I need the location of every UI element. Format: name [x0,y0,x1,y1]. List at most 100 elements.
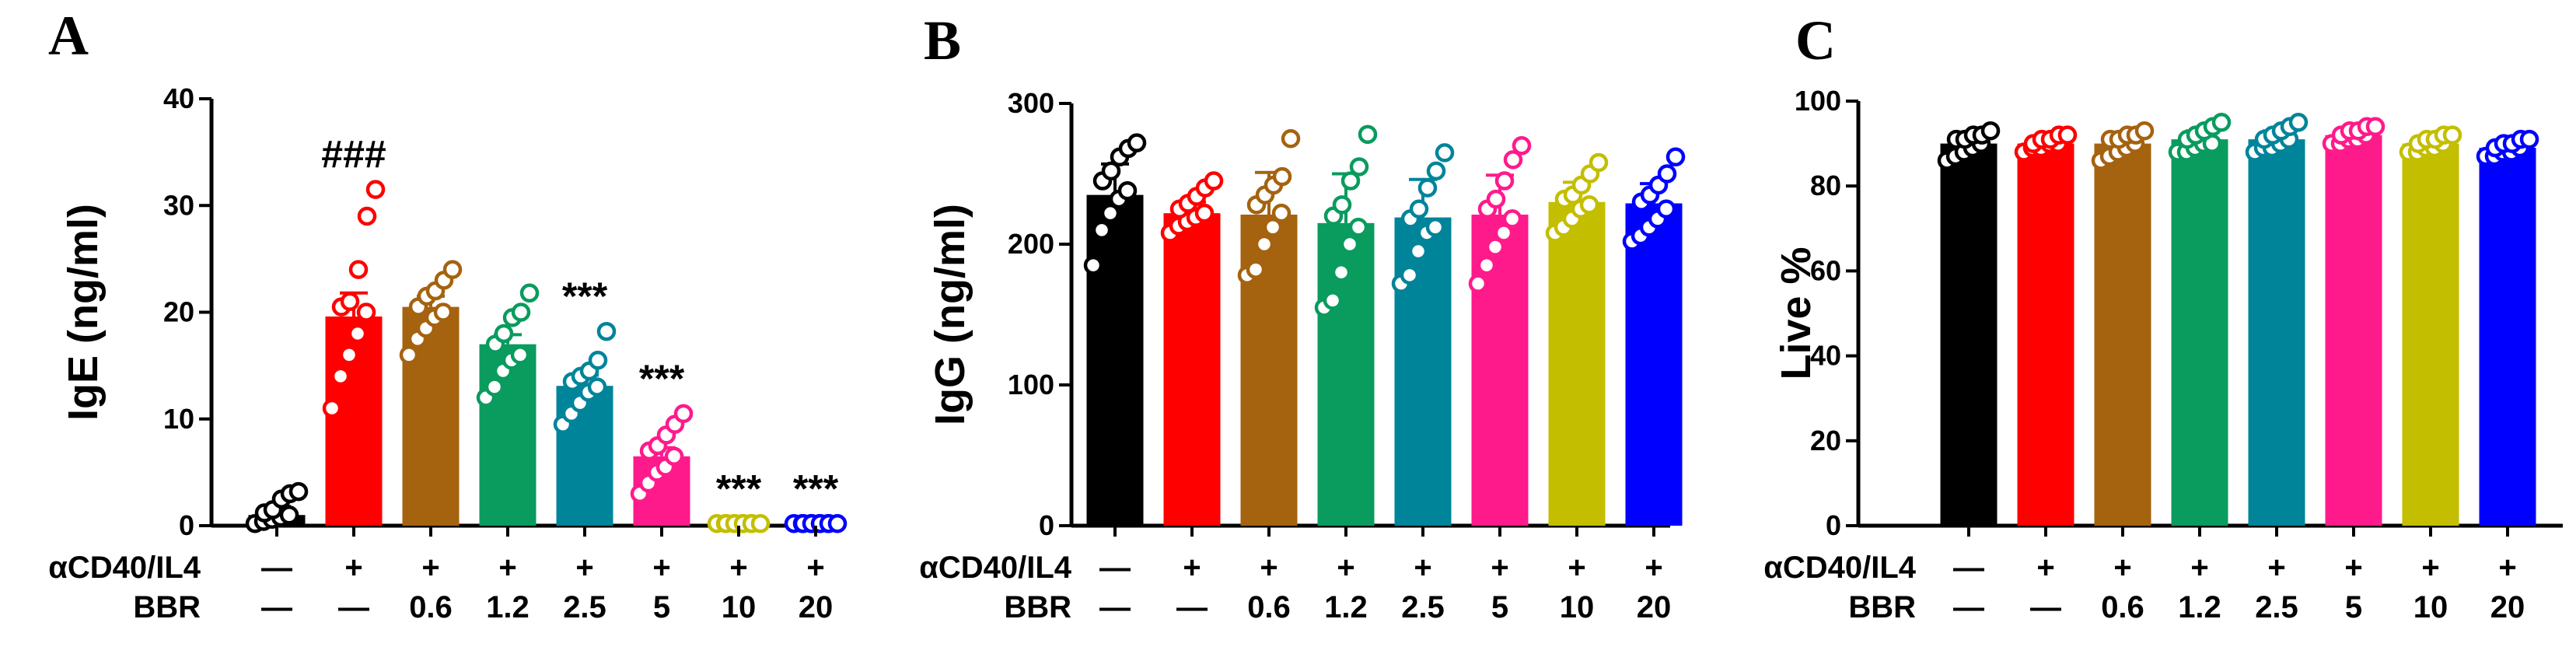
data-point [1579,195,1599,215]
data-point [1435,143,1455,163]
data-point [1494,223,1514,243]
condition-value: 1.2 [1324,590,1368,624]
data-point [2442,125,2462,145]
bar [1940,143,1998,526]
condition-value: + [729,551,747,585]
data-point [494,324,514,344]
condition-value: + [344,551,362,585]
data-point [484,377,505,397]
data-point [348,260,369,279]
y-tick-label: 20 [163,296,194,328]
bar [1548,201,1606,526]
condition-row-label: BBR [133,590,201,624]
bar [2325,135,2382,526]
y-axis-label: IgG (ng/ml) [927,204,973,425]
y-tick-label: 30 [163,189,194,221]
data-point [339,345,359,365]
condition-value: + [2344,551,2362,585]
data-point [1502,209,1522,229]
panel-letter: B [924,9,961,72]
data-point [1323,291,1343,310]
condition-value: + [652,551,670,585]
bar [2479,148,2536,526]
condition-value: — [1099,551,1131,585]
data-point [1340,171,1361,191]
data-point [1512,136,1532,156]
condition-value: + [2113,551,2131,585]
data-point [1485,237,1505,257]
condition-value: 5 [653,590,670,624]
data-point [1409,199,1429,219]
significance-label: *** [562,275,608,318]
significance-label: *** [793,467,839,510]
condition-value: + [1414,551,1431,585]
data-point [1494,171,1515,191]
y-tick-label: 0 [1826,509,1841,541]
data-point [2519,129,2539,149]
condition-value: + [1645,551,1662,585]
bar [1163,213,1221,526]
data-point [2288,113,2309,132]
condition-value: — [1099,590,1131,624]
significance-label: ### [321,133,386,177]
data-point [1272,166,1292,187]
y-tick-label: 40 [163,82,194,114]
panel-letter: A [48,5,89,67]
data-point [1425,218,1445,237]
data-point [1665,147,1686,167]
data-point [519,283,540,303]
data-point [1263,218,1283,237]
data-point [673,404,694,424]
condition-row-label: αCD40/IL4 [48,551,201,585]
y-tick-label: 40 [1810,340,1841,372]
condition-value: — [261,551,292,585]
data-point [1271,203,1291,223]
data-point [511,303,531,322]
condition-value: 2.5 [2255,590,2298,624]
data-point [322,398,342,418]
data-point [1194,203,1215,223]
condition-value: 0.6 [409,590,453,624]
y-tick-label: 20 [1810,425,1841,456]
data-point [2365,117,2386,137]
condition-value: — [2030,590,2061,624]
condition-value: 1.2 [486,590,530,624]
bar [1394,217,1452,526]
condition-value: + [2036,551,2054,585]
data-point [1083,255,1103,275]
condition-value: 10 [2413,590,2448,624]
y-tick-label: 300 [1008,87,1054,119]
condition-value: + [2498,551,2516,585]
bar [1625,203,1683,526]
bar [2017,143,2074,526]
data-point [750,514,771,533]
data-point [1358,124,1378,145]
condition-value: 10 [1560,590,1595,624]
data-point [1254,234,1274,254]
y-tick-label: 80 [1810,170,1841,201]
condition-value: + [421,551,439,585]
data-point [1656,199,1676,219]
data-point [2134,121,2155,141]
data-point [1340,234,1360,254]
bar [2402,143,2459,526]
data-point [1100,203,1120,223]
data-point [1426,161,1446,181]
data-point [279,505,299,525]
condition-value: 1.2 [2178,590,2221,624]
data-point [1980,121,2001,141]
y-tick-label: 0 [1039,509,1054,541]
bar [1086,194,1144,526]
condition-value: 20 [2490,590,2525,624]
data-point [442,260,463,279]
condition-value: 2.5 [1401,590,1445,624]
y-tick-label: 100 [1795,85,1841,117]
condition-row-label: BBR [1004,590,1071,624]
data-point [1117,180,1138,201]
condition-value: 20 [1637,590,1672,624]
condition-value: — [261,590,292,624]
data-point [348,324,368,344]
condition-row-label: BBR [1848,590,1916,624]
data-point [340,292,360,312]
